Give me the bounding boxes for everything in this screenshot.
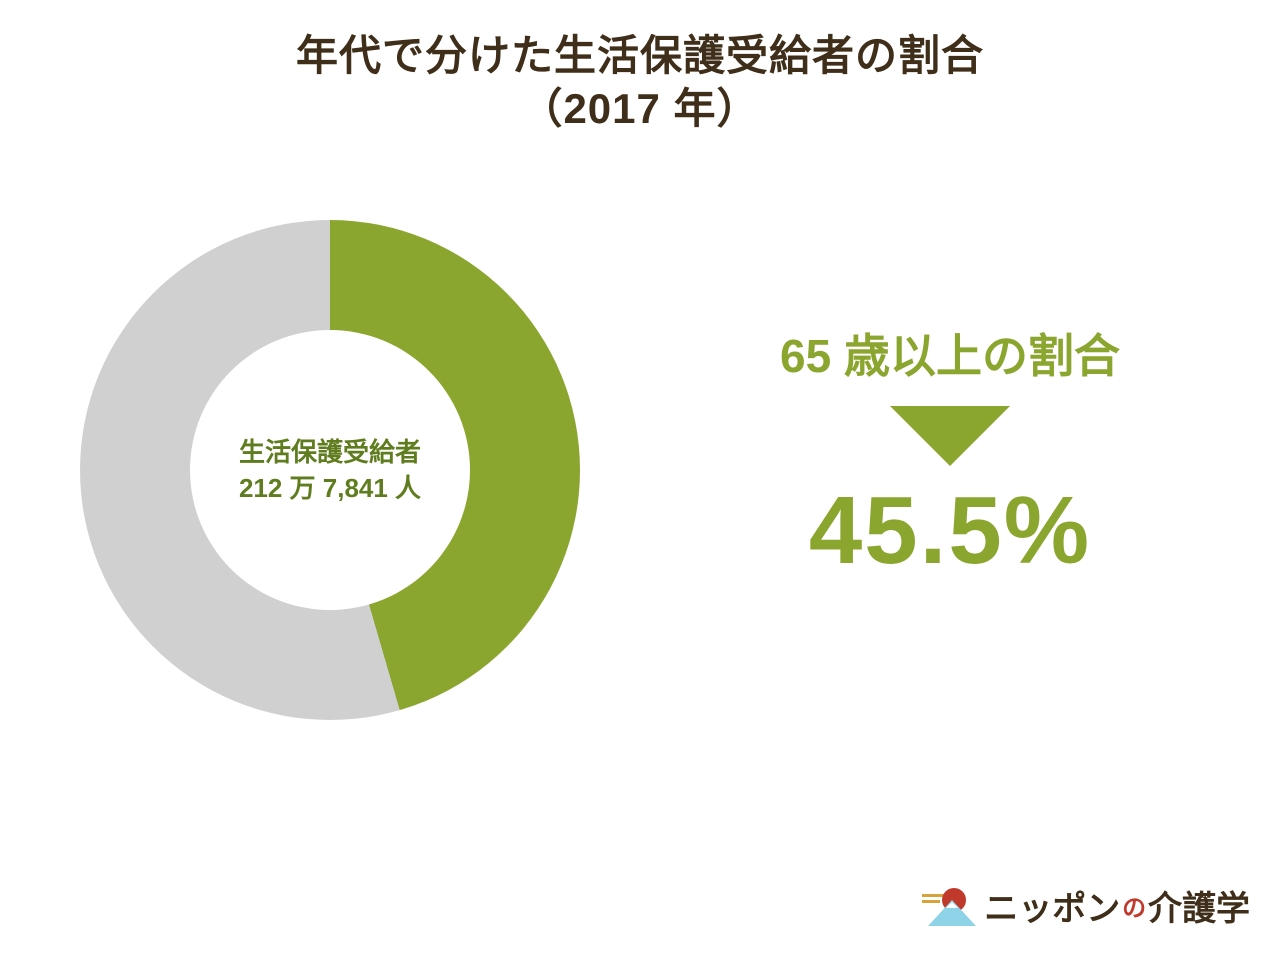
title-line1: 年代で分けた生活保護受給者の割合 bbox=[296, 32, 984, 79]
logo-text-no: の bbox=[1122, 888, 1146, 923]
logo-icon bbox=[922, 886, 978, 926]
logo-text-1: ニッポン bbox=[984, 881, 1120, 930]
chart-title: 年代で分けた生活保護受給者の割合 （2017 年） bbox=[0, 30, 1280, 135]
callout-label: 65 歳以上の割合 bbox=[650, 320, 1250, 386]
center-label-line2: 212 万 7,841 人 bbox=[239, 470, 421, 506]
donut-chart: 生活保護受給者 212 万 7,841 人 bbox=[80, 220, 580, 720]
center-label-line1: 生活保護受給者 bbox=[239, 434, 421, 470]
title-line2: （2017 年） bbox=[520, 85, 759, 132]
callout-block: 65 歳以上の割合 45.5% bbox=[650, 320, 1250, 586]
donut-center: 生活保護受給者 212 万 7,841 人 bbox=[190, 330, 470, 610]
logo-stripes-icon bbox=[922, 894, 944, 903]
down-arrow-icon bbox=[890, 406, 1010, 466]
logo-text-2: 介護学 bbox=[1148, 881, 1250, 930]
brand-logo: ニッポン の 介護学 bbox=[922, 881, 1250, 930]
callout-value: 45.5% bbox=[650, 476, 1250, 586]
